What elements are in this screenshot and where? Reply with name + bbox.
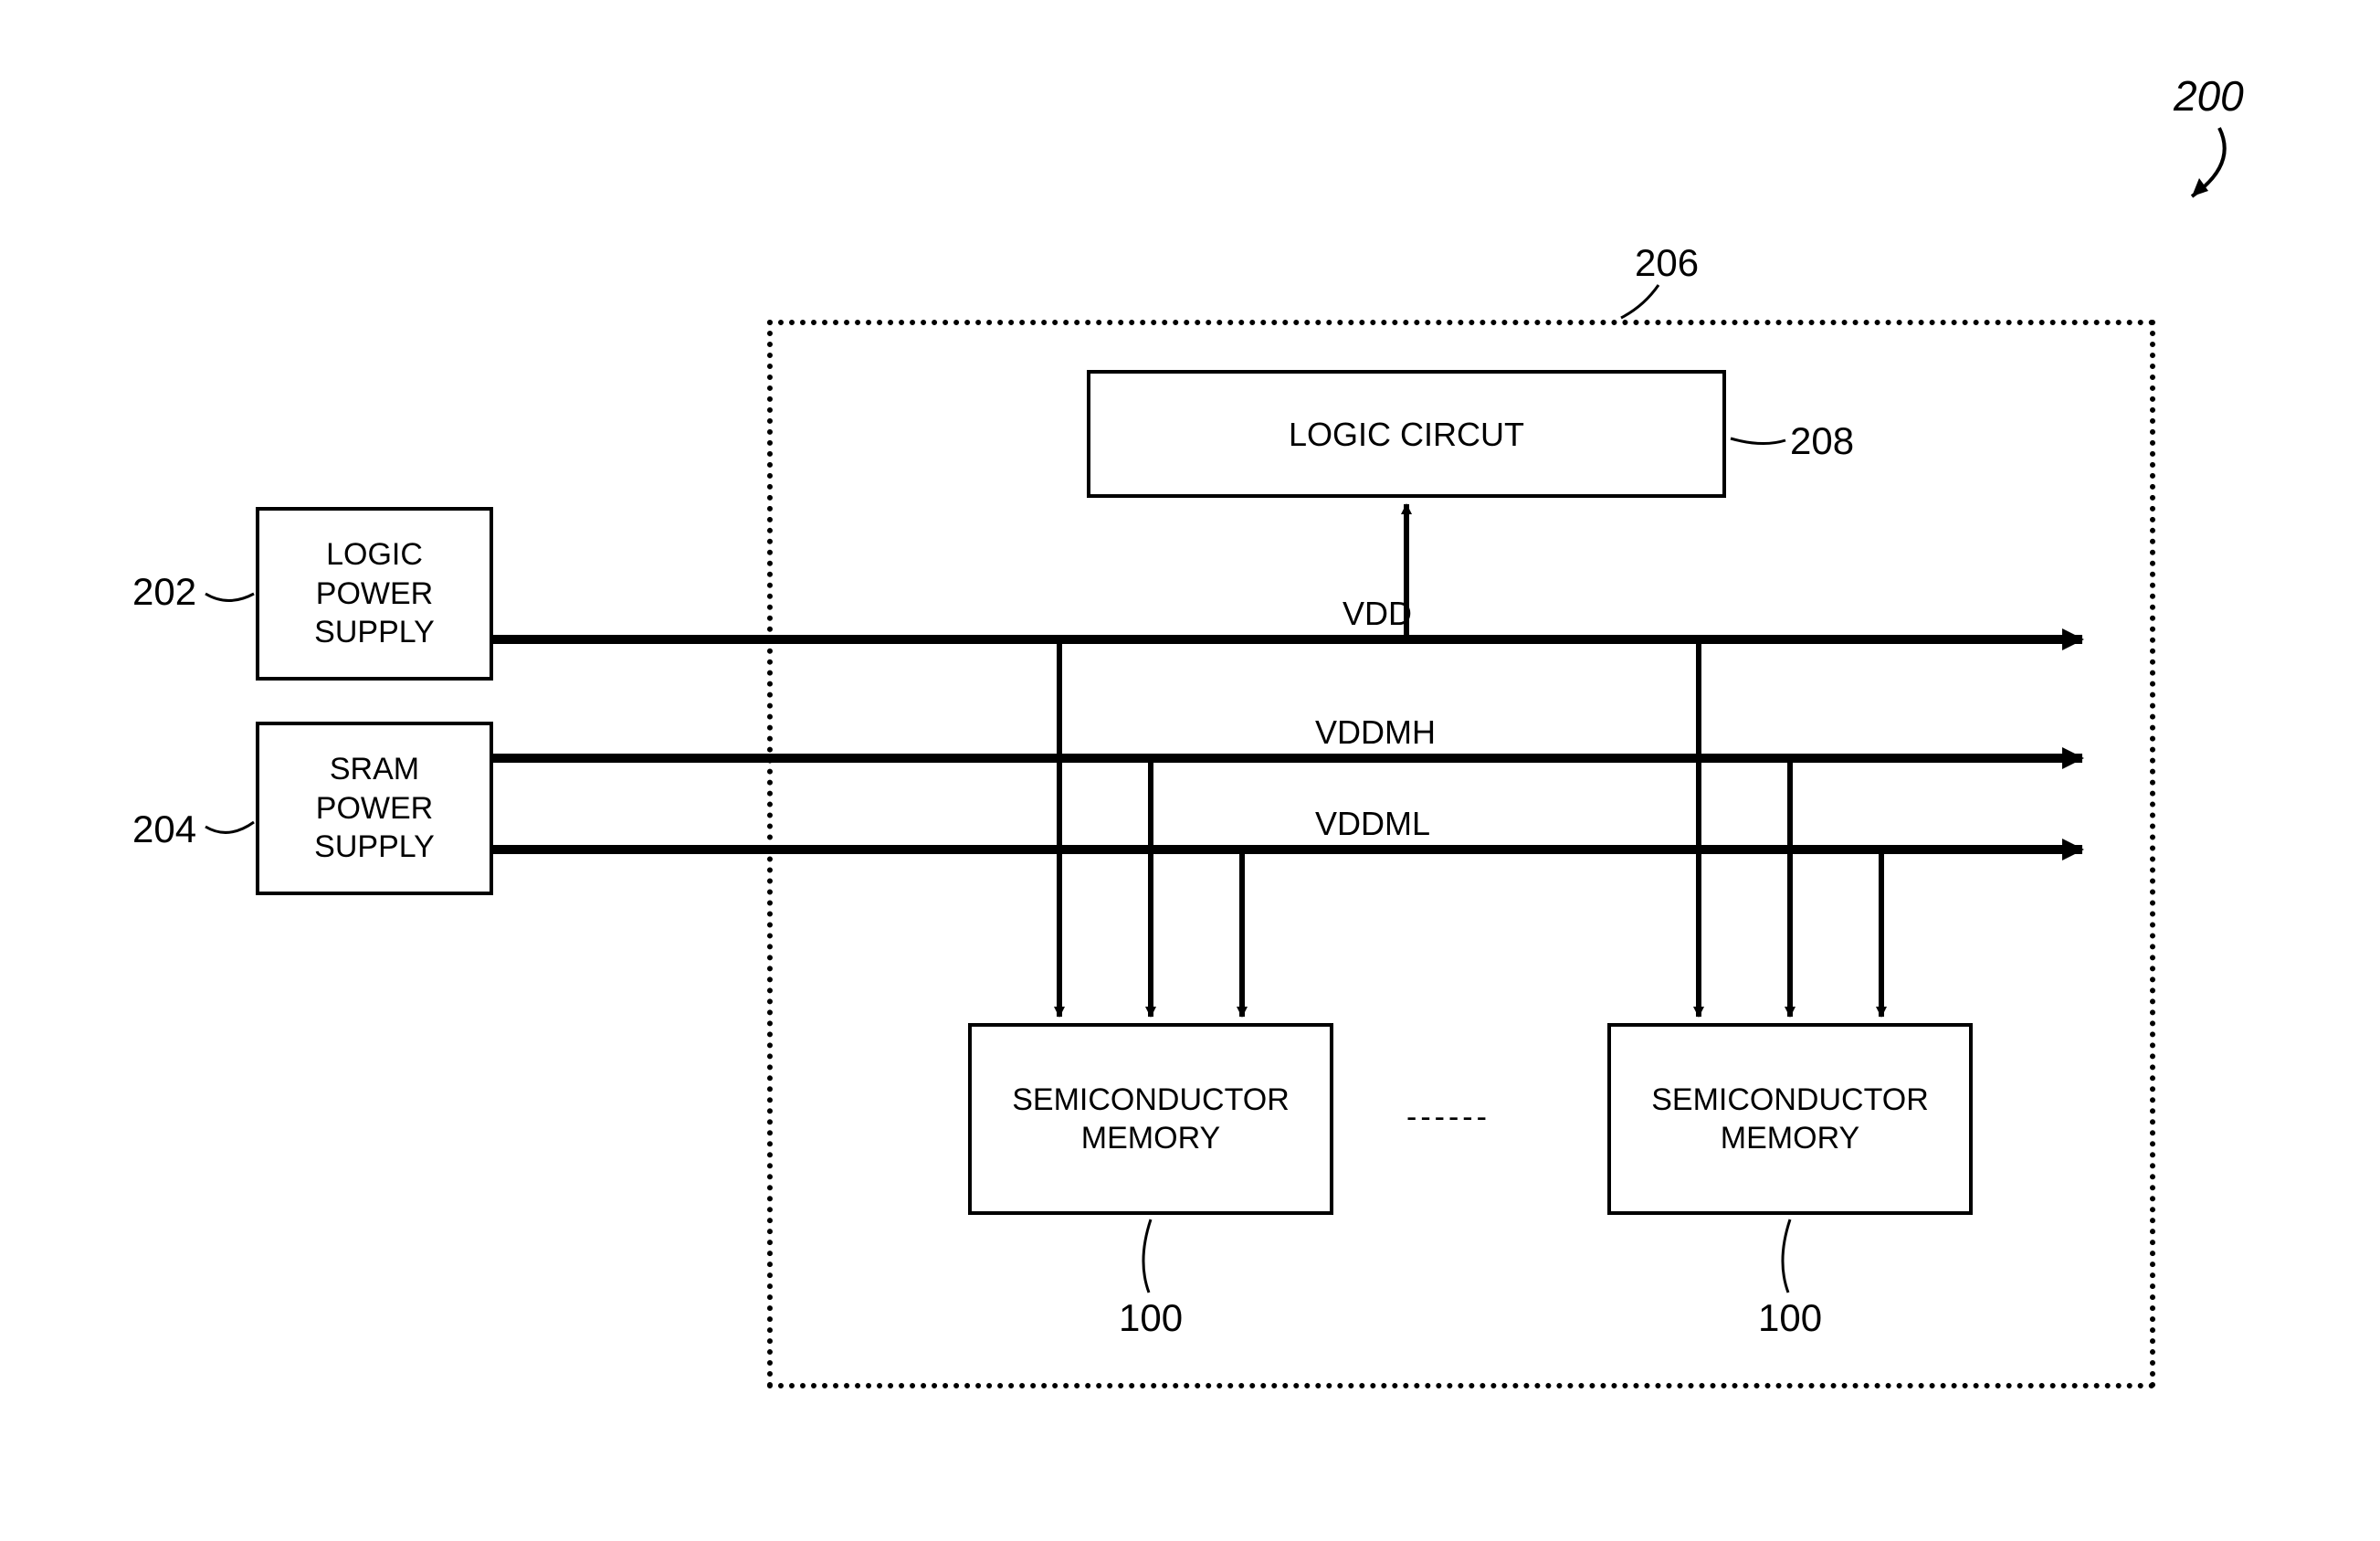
logic-circuit-label: LOGIC CIRCUT [1289,414,1524,455]
leader-200 [2192,128,2225,196]
ref-100-left: 100 [1119,1297,1183,1339]
vdd-rail-label: VDD [1343,596,1412,632]
memory-right-label: SEMICONDUCTORMEMORY [1651,1081,1929,1158]
sram-power-supply-label: SRAMPOWERSUPPLY [314,750,435,867]
ref-200: 200 [2174,73,2244,120]
leader-206 [1621,285,1659,318]
ref-100-right: 100 [1758,1297,1822,1339]
memory-left-label: SEMICONDUCTORMEMORY [1012,1081,1290,1158]
leader-204 [205,822,254,832]
vddml-rail-label: VDDML [1315,806,1430,842]
leader-202 [205,594,254,601]
memory-left-box: SEMICONDUCTORMEMORY [968,1023,1333,1215]
diagram-canvas: LOGICPOWERSUPPLY SRAMPOWERSUPPLY LOGIC C… [0,0,2380,1541]
ref-208: 208 [1790,420,1854,462]
ellipsis: ------ [1406,1101,1490,1135]
vddmh-rail-label: VDDMH [1315,714,1436,751]
ref-206: 206 [1635,242,1699,284]
ref-204: 204 [132,808,196,850]
sram-power-supply-box: SRAMPOWERSUPPLY [256,722,493,895]
ref-202: 202 [132,571,196,613]
logic-circuit-box: LOGIC CIRCUT [1087,370,1726,498]
memory-right-box: SEMICONDUCTORMEMORY [1607,1023,1973,1215]
logic-power-supply-box: LOGICPOWERSUPPLY [256,507,493,681]
logic-power-supply-label: LOGICPOWERSUPPLY [314,535,435,652]
